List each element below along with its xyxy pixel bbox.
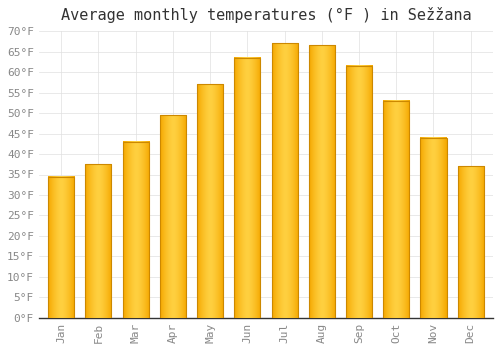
Bar [458,166,483,318]
Bar [160,115,186,318]
Bar [346,66,372,318]
Bar [122,142,148,318]
Bar [308,46,335,318]
Bar [420,138,446,318]
Bar [48,176,74,318]
Bar [272,43,297,318]
Title: Average monthly temperatures (°F ) in Sežžana: Average monthly temperatures (°F ) in Se… [60,7,471,23]
Bar [234,58,260,318]
Bar [86,164,112,318]
Bar [197,84,223,318]
Bar [383,101,409,318]
